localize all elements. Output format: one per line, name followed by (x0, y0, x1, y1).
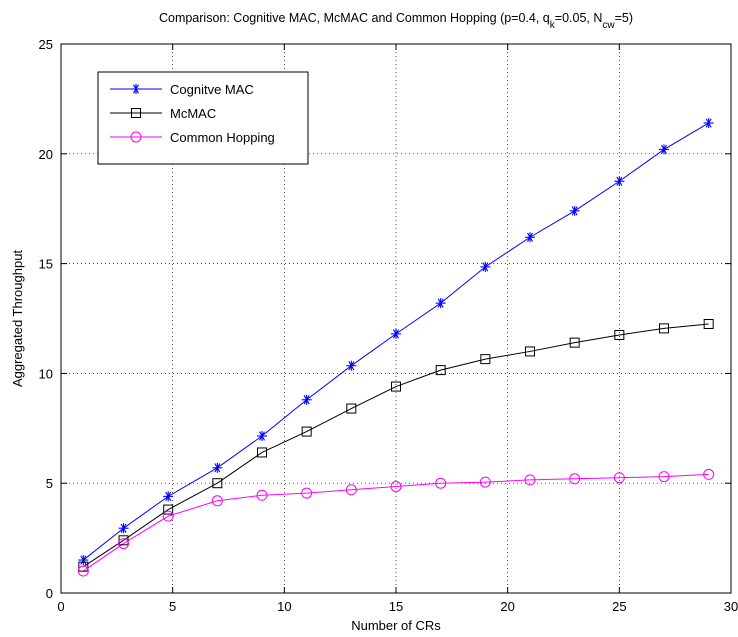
title-part: Comparison: Cognitive MAC, McMAC and Com… (159, 11, 550, 25)
data-point-0-11 (570, 206, 580, 216)
data-point-0-0 (78, 555, 88, 565)
y-axis-label: Aggregated Throughput (10, 250, 25, 387)
data-point-0-7 (391, 329, 401, 339)
data-point-0-8 (436, 298, 446, 308)
y-tick-label: 5 (46, 476, 53, 491)
series-markers (78, 118, 713, 576)
x-tick-label: 20 (500, 599, 514, 614)
data-point-0-4 (257, 431, 267, 441)
data-point-0-5 (302, 395, 312, 405)
x-axis-label: Number of CRs (351, 618, 441, 633)
y-tick-label: 25 (39, 37, 53, 52)
legend-label-0: Cognitve MAC (170, 82, 254, 97)
y-tick-label: 0 (46, 586, 53, 601)
y-tick-label: 20 (39, 147, 53, 162)
y-tick-label: 10 (39, 366, 53, 381)
title-part: cw (602, 20, 615, 31)
x-tick-label: 0 (57, 599, 64, 614)
chart-title: Comparison: Cognitive MAC, McMAC and Com… (159, 11, 633, 31)
data-point-0-12 (614, 176, 624, 186)
x-tick-label: 15 (389, 599, 403, 614)
data-point-0-13 (659, 144, 669, 154)
x-tick-label: 25 (612, 599, 626, 614)
data-point-0-10 (525, 232, 535, 242)
title-part: =0.05, N (555, 11, 603, 25)
data-point-0-14 (704, 118, 714, 128)
data-point-0-2 (163, 491, 173, 501)
legend-label-2: Common Hopping (170, 130, 275, 145)
data-point-0-1 (119, 523, 129, 533)
x-tick-label: 30 (724, 599, 738, 614)
data-point-0-6 (346, 361, 356, 371)
series-lines (83, 123, 708, 571)
legend-label-1: McMAC (170, 106, 216, 121)
y-tick-label: 15 (39, 257, 53, 272)
x-tick-label: 5 (169, 599, 176, 614)
data-point-0-3 (212, 463, 222, 473)
legend: Cognitve MAC McMAC Common Hopping (98, 72, 308, 164)
x-tick-label: 10 (277, 599, 291, 614)
title-part: =5) (615, 11, 633, 25)
